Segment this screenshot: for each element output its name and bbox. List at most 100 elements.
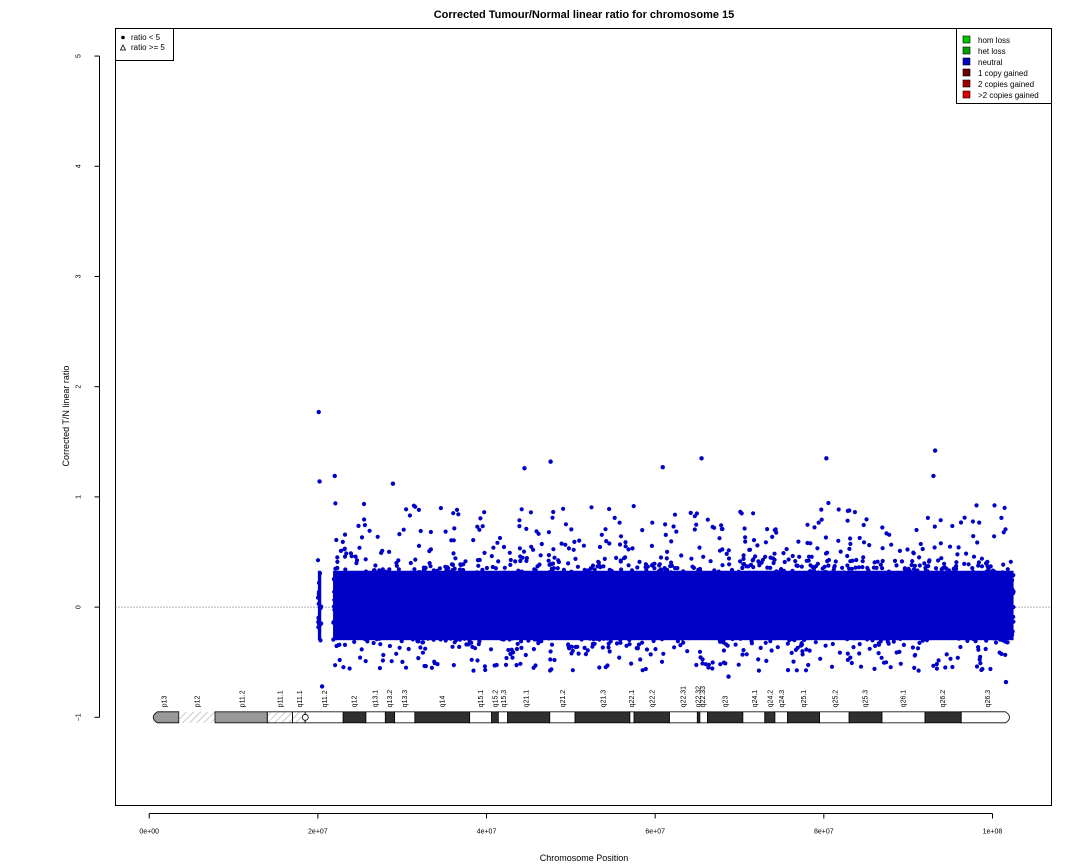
shape-legend-label: ratio < 5 (131, 33, 161, 42)
ideogram-band (774, 711, 788, 724)
legend-swatch (962, 57, 971, 66)
ideogram-band-label: q21.1 (524, 690, 531, 708)
x-tick-label: 8e+07 (814, 829, 834, 836)
ideogram-band (469, 711, 492, 724)
x-tick-label: 4e+07 (477, 829, 497, 836)
color-legend-label: 2 copies gained (978, 80, 1034, 89)
legend-swatch (962, 79, 971, 88)
ideogram-band (507, 711, 551, 724)
outlier-point (932, 448, 938, 453)
outlier-point (390, 481, 396, 486)
ideogram-band-label: q24.3 (779, 690, 786, 708)
y-tick-label: 3 (76, 274, 83, 278)
ideogram-band-label: q21.2 (560, 690, 567, 708)
ideogram-band-label: q15.2 (492, 690, 499, 708)
outlier-point (316, 409, 321, 415)
ideogram-band-label: q22.33 (700, 686, 707, 708)
ideogram-band (414, 711, 471, 724)
outlier-point (522, 466, 527, 471)
x-axis-label: Chromosome Position (540, 853, 629, 863)
ideogram-band-label: q26.1 (901, 690, 908, 708)
ideogram-band (819, 711, 850, 724)
chart-title: Corrected Tumour/Normal linear ratio for… (434, 9, 735, 21)
ideogram-band (787, 711, 821, 724)
ideogram-band-label: q25.3 (863, 690, 870, 708)
ideogram-band-label: q24.2 (767, 690, 774, 708)
ideogram-band-label: p11.2 (239, 690, 246, 707)
x-tick-label: 6e+07 (645, 829, 665, 836)
ideogram-band (178, 711, 216, 723)
ideogram-band (214, 711, 268, 724)
ideogram-band (924, 711, 962, 724)
ideogram-band (549, 711, 576, 724)
ideogram-band (633, 711, 670, 724)
ideogram-band (394, 711, 416, 724)
ideogram-band (152, 711, 180, 724)
ideogram-band-label: q13.1 (373, 690, 380, 708)
outlier-point (824, 456, 829, 461)
ideogram-band (764, 711, 776, 724)
y-tick-label: 5 (76, 54, 83, 58)
ideogram-band-label: q26.3 (985, 690, 992, 708)
ideogram-band-label: q26.2 (940, 690, 947, 708)
outlier-point (1003, 679, 1009, 685)
centromere (301, 713, 309, 721)
ideogram-band (848, 711, 883, 724)
outlier-point (319, 684, 325, 689)
ideogram-band (881, 711, 926, 724)
outlier-point (660, 464, 665, 470)
ideogram-band-label: q15.3 (501, 690, 508, 708)
outlier-point (317, 479, 322, 484)
outlier-point (931, 473, 936, 479)
ideogram-band-label: p12 (194, 696, 201, 708)
axes-layer: 0e+00 2e+07 4e+07 6e+07 8e+07 1e+08 −1 0 1 2 3 4 5 (76, 54, 1003, 835)
color-legend-label: >2 copies gained (978, 91, 1039, 100)
y-tick-label: 4 (76, 164, 83, 168)
ideogram-band-label: q23 (723, 696, 730, 708)
chromosome-ideogram: p13 p12 p11.2 p11.1 q11.1 q11.2 q12 q13.1 q13.2 q… (152, 686, 1010, 724)
color-legend-label: neutral (978, 58, 1003, 67)
ideogram-band-label: p13 (161, 696, 168, 708)
copy-number-legend: hom loss het loss neutral 1 copy gained 2 co… (956, 28, 1052, 104)
ideogram-band (266, 711, 293, 724)
color-legend-label: 1 copy gained (978, 69, 1028, 78)
ideogram-band-label: q22.1 (629, 690, 636, 708)
outlier-point (332, 473, 337, 479)
color-legend-label: het loss (978, 47, 1006, 56)
ideogram-band-label: q25.2 (832, 690, 839, 708)
ideogram-band (742, 711, 766, 724)
ideogram-band (629, 711, 635, 724)
legend-swatch (962, 46, 971, 55)
data-points-layer (315, 409, 1016, 689)
ideogram-band (342, 711, 367, 724)
data-core-band (317, 570, 322, 641)
ideogram-band (960, 711, 1010, 724)
plot-frame (115, 28, 1052, 806)
x-tick-label: 0e+00 (139, 829, 159, 836)
outlier-point (548, 459, 553, 464)
ideogram-band-label: q21.3 (600, 690, 607, 708)
ideogram-band (574, 711, 631, 724)
outlier-point (726, 674, 731, 679)
y-tick-label: −1 (76, 713, 83, 721)
ideogram-band-label: q22.2 (649, 690, 656, 708)
ideogram-band (707, 711, 744, 724)
x-tick-label: 1e+08 (983, 829, 1003, 836)
legend-swatch (962, 68, 971, 77)
ideogram-band-label: q13.3 (402, 690, 409, 708)
y-tick-label: 1 (76, 495, 83, 499)
shape-legend-label: ratio >= 5 (131, 43, 165, 52)
ideogram-band (669, 711, 698, 724)
ideogram-band-label: q22.31 (681, 686, 688, 708)
legend-swatch (962, 35, 971, 44)
shape-legend-box (115, 28, 174, 61)
x-tick-label: 2e+07 (308, 829, 328, 836)
legend-triangle-symbol (119, 44, 127, 51)
legend-dot-symbol (121, 35, 125, 40)
ideogram-band-label: q25.1 (801, 690, 808, 708)
ideogram-band (365, 711, 386, 724)
ideogram-band-label: q11.1 (297, 690, 304, 707)
ideogram-band-label: q14 (439, 696, 446, 708)
ideogram-band (384, 711, 396, 724)
